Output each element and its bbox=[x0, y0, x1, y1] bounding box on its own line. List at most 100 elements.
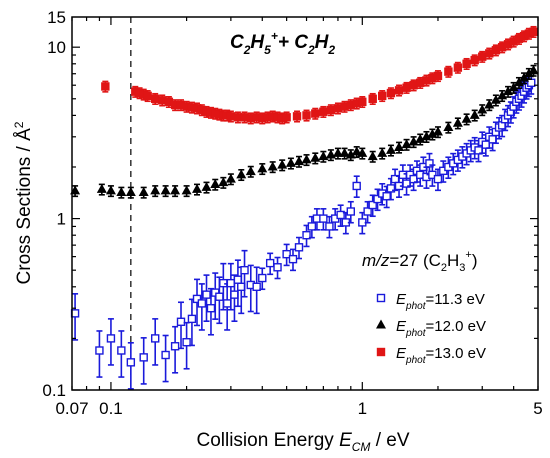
data-point bbox=[245, 166, 256, 176]
data-point bbox=[325, 149, 336, 159]
data-point bbox=[428, 170, 437, 180]
data-point bbox=[258, 273, 267, 283]
data-point bbox=[106, 334, 116, 343]
data-marks bbox=[70, 17, 539, 390]
data-point bbox=[368, 94, 377, 103]
data-point bbox=[394, 141, 405, 151]
legend-label-2: Ephot=13.0 eV bbox=[396, 345, 486, 366]
data-point bbox=[218, 177, 229, 187]
legend-marker-0 bbox=[376, 293, 386, 303]
data-point bbox=[416, 78, 425, 87]
series-1 bbox=[70, 64, 539, 199]
data-point bbox=[230, 290, 239, 299]
data-point bbox=[302, 231, 311, 240]
data-point bbox=[240, 265, 249, 275]
data-point bbox=[386, 88, 396, 98]
data-point bbox=[95, 346, 104, 355]
data-point bbox=[131, 87, 140, 96]
data-point bbox=[101, 82, 110, 91]
data-point bbox=[301, 154, 312, 164]
data-point bbox=[345, 149, 356, 159]
data-point bbox=[206, 304, 216, 313]
data-point bbox=[222, 299, 232, 308]
x-axis-label: Collision Energy ECM / eV bbox=[196, 430, 409, 454]
data-point bbox=[527, 78, 536, 87]
legend: m/z=27 (C2H3+) Ephot=11.3 eV Ephot=12.0 e… bbox=[362, 249, 486, 366]
x-tick-label: 1 bbox=[358, 399, 367, 418]
data-point bbox=[470, 55, 479, 65]
data-point bbox=[452, 117, 463, 127]
data-point bbox=[485, 49, 494, 58]
data-point bbox=[453, 63, 463, 72]
data-point bbox=[187, 314, 197, 324]
data-point bbox=[523, 68, 534, 78]
data-point bbox=[503, 86, 514, 96]
data-point bbox=[484, 99, 495, 109]
data-point bbox=[409, 81, 418, 90]
data-point bbox=[192, 294, 202, 304]
data-point bbox=[294, 243, 304, 252]
data-point bbox=[267, 161, 278, 171]
data-point bbox=[461, 113, 472, 123]
data-point bbox=[263, 113, 272, 122]
data-point bbox=[346, 100, 356, 110]
data-point bbox=[151, 94, 160, 103]
y-tick-label: 15 bbox=[47, 8, 66, 27]
data-point bbox=[116, 186, 127, 196]
data-point bbox=[481, 140, 491, 149]
data-point bbox=[332, 147, 343, 157]
data-point bbox=[236, 169, 247, 179]
data-point bbox=[529, 27, 538, 36]
data-point bbox=[187, 103, 197, 112]
y-tick-label: 0.1 bbox=[42, 381, 66, 400]
data-point bbox=[488, 135, 497, 144]
data-point bbox=[233, 275, 243, 284]
data-point bbox=[346, 207, 356, 216]
data-point bbox=[333, 104, 343, 113]
data-point bbox=[469, 109, 480, 119]
data-point bbox=[490, 94, 501, 104]
y-tick-label: 10 bbox=[47, 38, 66, 57]
data-point bbox=[240, 113, 249, 122]
data-point bbox=[226, 112, 236, 121]
data-point bbox=[352, 99, 361, 108]
data-point bbox=[477, 104, 488, 114]
data-point bbox=[325, 222, 334, 231]
data-point bbox=[385, 144, 396, 154]
x-tick-label: 0.1 bbox=[99, 399, 123, 418]
data-point bbox=[125, 186, 136, 196]
data-point bbox=[192, 104, 202, 113]
data-point bbox=[206, 108, 216, 117]
data-point bbox=[150, 185, 161, 195]
x-tick-label: 0.07 bbox=[55, 399, 88, 418]
data-point bbox=[139, 353, 148, 362]
data-point bbox=[352, 181, 361, 191]
series-2 bbox=[101, 25, 538, 125]
data-point bbox=[202, 107, 211, 116]
data-point bbox=[415, 133, 426, 143]
data-point bbox=[427, 128, 438, 138]
data-point bbox=[433, 71, 443, 81]
data-point bbox=[519, 31, 529, 41]
data-point bbox=[288, 254, 298, 264]
data-point bbox=[210, 179, 221, 189]
data-point bbox=[117, 346, 126, 355]
data-point bbox=[367, 151, 378, 161]
data-point bbox=[339, 147, 350, 157]
data-point bbox=[138, 186, 149, 196]
data-point bbox=[509, 37, 518, 46]
data-point bbox=[497, 42, 507, 52]
data-point bbox=[252, 282, 261, 292]
chart-title: C2H5++ C2H2 bbox=[230, 29, 335, 57]
data-point bbox=[201, 181, 212, 191]
data-point bbox=[182, 338, 191, 347]
data-point bbox=[96, 183, 107, 193]
data-point bbox=[294, 156, 305, 166]
data-point bbox=[285, 157, 296, 167]
data-point bbox=[246, 114, 255, 123]
data-point bbox=[164, 97, 174, 107]
data-point bbox=[351, 146, 362, 156]
data-point bbox=[398, 170, 408, 180]
